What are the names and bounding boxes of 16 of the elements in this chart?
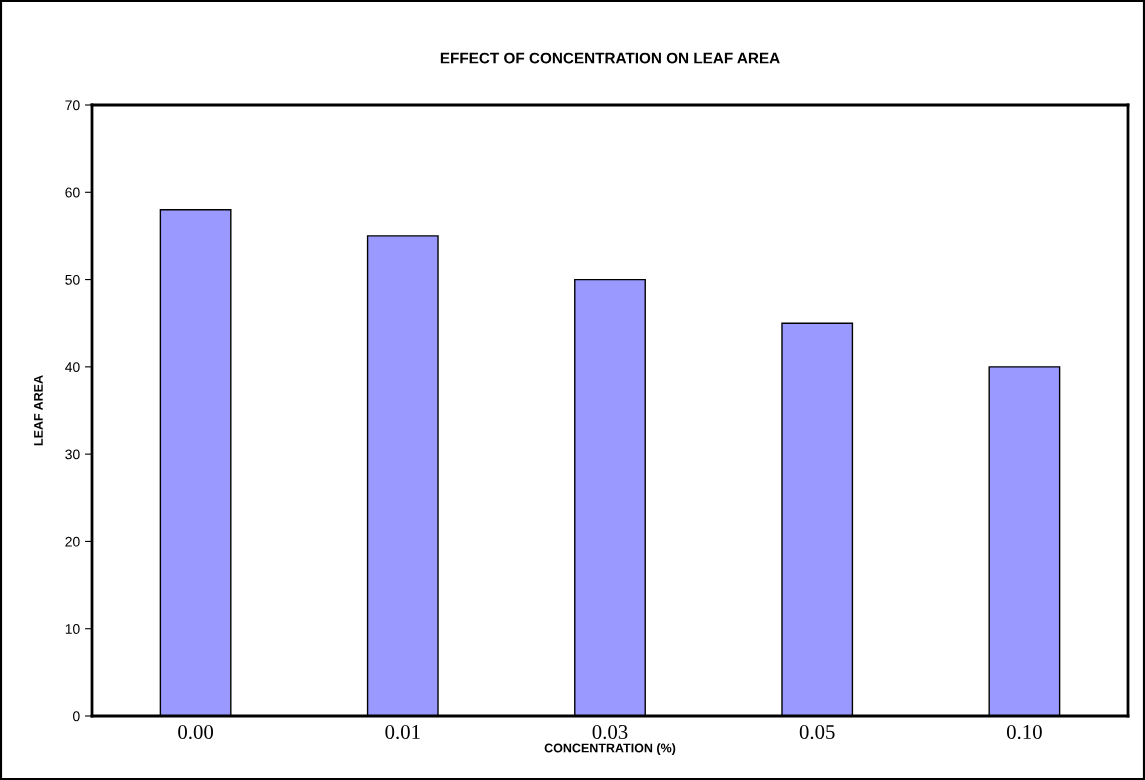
y-tick-label: 0 [73,711,80,722]
x-tick-label: 0.01 [385,724,420,740]
y-tick-label: 20 [65,536,80,547]
x-tick-label: 0.00 [178,724,214,740]
x-tick-label: 0.03 [592,724,628,740]
y-tick-label: 30 [65,449,80,460]
chart-title: EFFECT OF CONCENTRATION ON LEAF AREA [440,52,780,64]
x-tick-label: 0.05 [799,724,835,740]
y-tick-label: 70 [65,100,80,111]
y-tick-label: 50 [65,274,80,285]
y-tick-label: 40 [65,362,80,373]
x-tick-label: 0.10 [1006,724,1042,740]
x-axis-title: CONCENTRATION (%) [544,743,676,755]
y-tick-label: 60 [65,187,80,198]
y-tick-label: 10 [65,624,80,634]
y-axis-title: LEAF AREA [34,375,43,446]
